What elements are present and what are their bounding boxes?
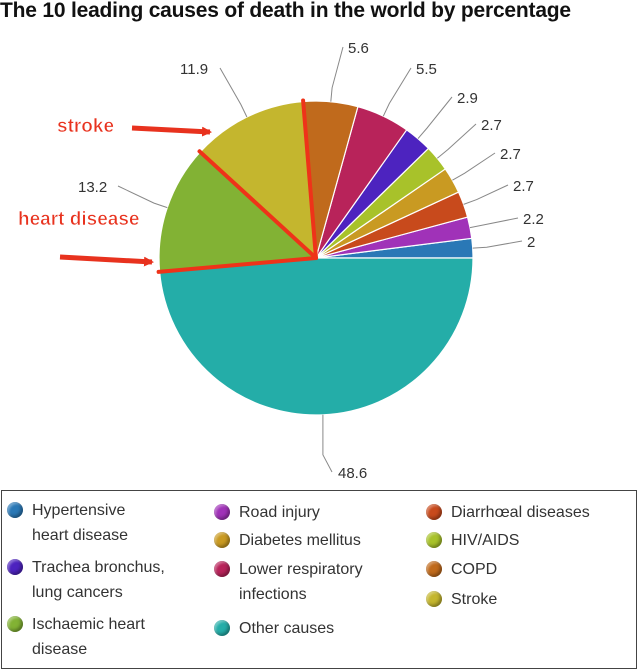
legend-label-stroke: Stroke <box>451 591 498 608</box>
value-label-diabetes-mellitus: 2.7 <box>500 146 521 163</box>
legend-swatch-trachea-bronchus-lung-cancers <box>7 559 23 575</box>
legend-label-trachea-bronchus-lung-cancers: Trachea bronchus, lung cancers <box>32 559 165 601</box>
legend-label-hypertensive-heart-disease: Hypertensive heart disease <box>32 502 129 544</box>
legend-item-copd[interactable]: COPD <box>426 557 497 582</box>
legend-item-road-injury[interactable]: Road injury <box>214 500 320 525</box>
value-label-road-injury: 2.2 <box>523 211 544 228</box>
value-label-hiv-aids: 2.7 <box>481 117 502 134</box>
annotation-arrow-stroke <box>131 125 212 137</box>
pie-slice-ischaemic-heart-disease <box>158 151 318 273</box>
legend-item-lower-respiratory-infections[interactable]: Lower respiratory infections <box>214 557 363 607</box>
legend-item-hiv-aids[interactable]: HIV/AIDS <box>426 528 519 553</box>
highlight-line-1 <box>301 98 318 260</box>
highlight-line-2 <box>197 149 318 260</box>
leader-line-copd <box>330 46 344 102</box>
chart-title: The 10 leading causes of death in the wo… <box>0 0 571 22</box>
leader-line-diabetes-mellitus <box>452 152 496 181</box>
leader-lines <box>117 46 523 473</box>
legend-item-ischaemic-heart-disease[interactable]: Ischaemic heart disease <box>7 612 145 662</box>
legend-label-other-causes: Other causes <box>239 620 335 637</box>
pie-slice-stroke <box>199 100 317 260</box>
value-label-ischaemic-heart-disease: 13.2 <box>78 179 107 196</box>
legend-item-other-causes[interactable]: Other causes <box>214 616 334 641</box>
legend-label-copd: COPD <box>451 561 498 578</box>
legend-item-diarrh-al-diseases[interactable]: Diarrhœal diseases <box>426 500 590 525</box>
legend-swatch-other-causes <box>214 620 230 636</box>
legend-item-trachea-bronchus-lung-cancers[interactable]: Trachea bronchus, lung cancers <box>7 555 165 605</box>
legend-swatch-lower-respiratory-infections <box>214 561 230 577</box>
legend-label-lower-respiratory-infections: Lower respiratory infections <box>239 561 363 603</box>
leader-line-other-causes <box>322 414 333 473</box>
leader-line-diarrh-al-diseases <box>463 184 509 205</box>
value-label-diarrh-al-diseases: 2.7 <box>513 178 534 195</box>
value-label-other-causes: 48.6 <box>338 465 367 482</box>
legend-label-ischaemic-heart-disease: Ischaemic heart disease <box>32 616 145 658</box>
leader-line-stroke <box>219 67 248 118</box>
legend: Hypertensive heart disease Trachea bronchu… <box>1 490 637 669</box>
value-label-copd: 5.6 <box>348 40 369 57</box>
annotation-arrow-heart-disease <box>59 254 154 267</box>
legend-swatch-diarrh-al-diseases <box>426 504 442 520</box>
value-label-trachea-bronchus-lung-cancers: 2.9 <box>457 90 478 107</box>
value-labels: 22.22.72.72.72.95.55.611.913.248.6 <box>78 40 544 482</box>
highlight-lines <box>156 98 318 274</box>
highlight-line-3 <box>156 256 318 274</box>
legend-label-road-injury: Road injury <box>239 504 320 521</box>
legend-swatch-road-injury <box>214 504 230 520</box>
legend-label-hiv-aids: HIV/AIDS <box>451 532 520 549</box>
annotations: stroke heart disease <box>18 116 212 267</box>
leader-line-hypertensive-heart-disease <box>472 240 523 249</box>
legend-swatch-hypertensive-heart-disease <box>7 502 23 518</box>
legend-swatch-copd <box>426 561 442 577</box>
legend-item-hypertensive-heart-disease[interactable]: Hypertensive heart disease <box>7 498 128 548</box>
legend-swatch-diabetes-mellitus <box>214 532 230 548</box>
leader-line-trachea-bronchus-lung-cancers <box>417 96 453 139</box>
legend-swatch-ischaemic-heart-disease <box>7 616 23 632</box>
legend-swatch-stroke <box>426 591 442 607</box>
pie-chart: 22.22.72.72.72.95.55.611.913.248.6 strok… <box>18 40 544 482</box>
legend-swatch-hiv-aids <box>426 532 442 548</box>
leader-line-lower-respiratory-infections <box>382 67 412 117</box>
legend-label-diabetes-mellitus: Diabetes mellitus <box>239 532 361 549</box>
pie-slice-other-causes <box>158 257 474 416</box>
value-label-lower-respiratory-infections: 5.5 <box>416 61 437 78</box>
value-label-hypertensive-heart-disease: 2 <box>527 234 535 251</box>
leader-line-road-injury <box>469 217 519 229</box>
legend-item-diabetes-mellitus[interactable]: Diabetes mellitus <box>214 528 361 553</box>
legend-label-diarrh-al-diseases: Diarrhœal diseases <box>451 504 590 521</box>
annotation-heart-disease: heart disease <box>18 209 139 230</box>
leader-line-ischaemic-heart-disease <box>117 185 168 209</box>
leader-line-hiv-aids <box>436 123 477 159</box>
pie-slices <box>158 100 474 416</box>
annotation-stroke: stroke <box>57 116 114 137</box>
value-label-stroke: 11.9 <box>180 61 208 78</box>
legend-item-stroke[interactable]: Stroke <box>426 587 497 612</box>
